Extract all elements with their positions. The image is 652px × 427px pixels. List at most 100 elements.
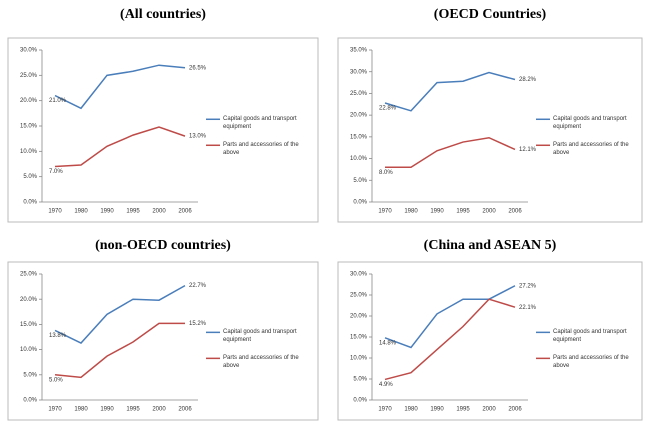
data-label: 15.2% (189, 321, 207, 327)
chart-panel: (China and ASEAN 5) 0.0% 5.0% 10.0% 15.0% 20.… (337, 238, 643, 421)
legend-entry: Capital goods and transport equipment (553, 329, 627, 344)
x-tick-label: 1990 (430, 209, 444, 215)
x-tick-label: 2000 (152, 407, 166, 413)
y-tick-label: 15.0% (20, 124, 38, 130)
data-label: 21.0% (49, 98, 67, 104)
x-tick-label: 2000 (152, 209, 166, 215)
series-line (384, 285, 516, 349)
data-label: 13.8% (49, 333, 67, 339)
data-label: 12.1% (519, 147, 537, 153)
y-tick-label: 0.0% (353, 398, 367, 404)
chart-frame (337, 37, 643, 223)
x-tick-label: 2006 (508, 209, 522, 215)
chart-title: (All countries) (120, 7, 206, 22)
x-tick-label: 1970 (378, 209, 392, 215)
y-tick-label: 30.0% (350, 69, 368, 75)
data-label: 22.8% (379, 106, 397, 112)
legend-entry: Parts and accessories of the above (223, 142, 299, 157)
legend-label: Parts and accessories of the above (223, 142, 299, 157)
y-tick-label: 25.0% (350, 91, 368, 97)
legend-entry: Parts and accessories of the above (223, 355, 299, 370)
series-line (384, 298, 516, 381)
y-tick-label: 35.0% (350, 48, 368, 54)
legend-label: Capital goods and transport equipment (223, 116, 297, 131)
chart-panel: (non-OECD countries) 0.0% 5.0% 10.0% 15.0% 20… (7, 238, 319, 421)
data-label: 14.8% (379, 340, 397, 346)
y-tick-label: 5.0% (23, 372, 37, 378)
x-tick-label: 2006 (178, 407, 192, 413)
legend-entry: Parts and accessories of the above (553, 355, 629, 370)
legend-label: Parts and accessories of the above (553, 142, 629, 157)
legend-entry: Capital goods and transport equipment (223, 329, 297, 344)
y-tick-label: 15.0% (20, 322, 38, 328)
x-tick-label: 2006 (178, 209, 192, 215)
data-label: 4.9% (379, 382, 393, 388)
x-tick-label: 1990 (100, 407, 114, 413)
series-line (385, 136, 516, 169)
x-tick-label: 2006 (508, 407, 522, 413)
series-line (54, 126, 186, 168)
x-tick-label: 2000 (482, 407, 496, 413)
x-tick-label: 1980 (404, 209, 418, 215)
x-tick-label: 1995 (456, 209, 470, 215)
chart-panel: (All countries) 0.0% 5.0% 10.0% 15.0% 20.0% 25… (7, 7, 319, 223)
data-label: 22.1% (519, 305, 537, 311)
x-tick-label: 1990 (100, 209, 114, 215)
legend-label: Parts and accessories of the above (223, 355, 299, 370)
series-line (384, 71, 516, 112)
x-tick-label: 2000 (482, 209, 496, 215)
y-tick-label: 20.0% (20, 297, 38, 303)
chart-frame (7, 37, 319, 223)
x-tick-label: 1980 (74, 407, 88, 413)
legend-entry: Capital goods and transport equipment (223, 116, 297, 131)
x-tick-label: 1995 (126, 209, 140, 215)
y-tick-label: 20.0% (350, 314, 368, 320)
x-tick-label: 1970 (48, 407, 62, 413)
data-label: 13.0% (189, 134, 207, 140)
x-tick-label: 1970 (48, 209, 62, 215)
y-tick-label: 0.0% (23, 398, 37, 404)
data-label: 26.5% (189, 65, 207, 71)
y-tick-label: 10.0% (20, 149, 38, 155)
x-tick-label: 1995 (456, 407, 470, 413)
data-label: 8.0% (379, 170, 393, 176)
x-tick-label: 1995 (126, 407, 140, 413)
legend-label: Capital goods and transport equipment (553, 116, 627, 131)
y-tick-label: 25.0% (350, 293, 368, 299)
y-tick-label: 10.0% (20, 347, 38, 353)
legend-entry: Capital goods and transport equipment (553, 116, 627, 131)
series-line (54, 322, 185, 379)
y-tick-label: 15.0% (350, 134, 368, 140)
x-tick-label: 1980 (404, 407, 418, 413)
data-label: 27.2% (519, 283, 537, 289)
chart-title: (OECD Countries) (434, 7, 547, 22)
y-tick-label: 0.0% (353, 200, 367, 206)
y-tick-label: 5.0% (353, 377, 367, 383)
legend-label: Parts and accessories of the above (553, 355, 629, 370)
y-tick-label: 0.0% (23, 200, 37, 206)
chart-frame (7, 261, 319, 421)
x-tick-label: 1990 (430, 407, 444, 413)
y-tick-label: 15.0% (350, 335, 368, 341)
y-tick-label: 5.0% (353, 178, 367, 184)
x-tick-label: 1970 (378, 407, 392, 413)
y-tick-label: 20.0% (350, 113, 368, 119)
chart-frame (337, 261, 643, 421)
chart-title: (non-OECD countries) (95, 238, 231, 253)
y-tick-label: 25.0% (20, 272, 38, 278)
series-line (54, 64, 186, 110)
y-tick-label: 25.0% (20, 73, 38, 79)
y-tick-label: 5.0% (23, 174, 37, 180)
data-label: 28.2% (519, 77, 537, 83)
data-label: 5.0% (49, 377, 63, 383)
legend-label: Capital goods and transport equipment (223, 329, 297, 344)
legend-label: Capital goods and transport equipment (553, 329, 627, 344)
series-line (54, 284, 186, 344)
y-tick-label: 30.0% (20, 48, 38, 54)
y-tick-label: 10.0% (350, 356, 368, 362)
chart-panel: (OECD Countries) 0.0% 5.0% 10.0% 15.0% 20.0% 2… (337, 7, 643, 223)
y-tick-label: 20.0% (20, 98, 38, 104)
x-tick-label: 1980 (74, 209, 88, 215)
chart-title: (China and ASEAN 5) (424, 238, 557, 253)
